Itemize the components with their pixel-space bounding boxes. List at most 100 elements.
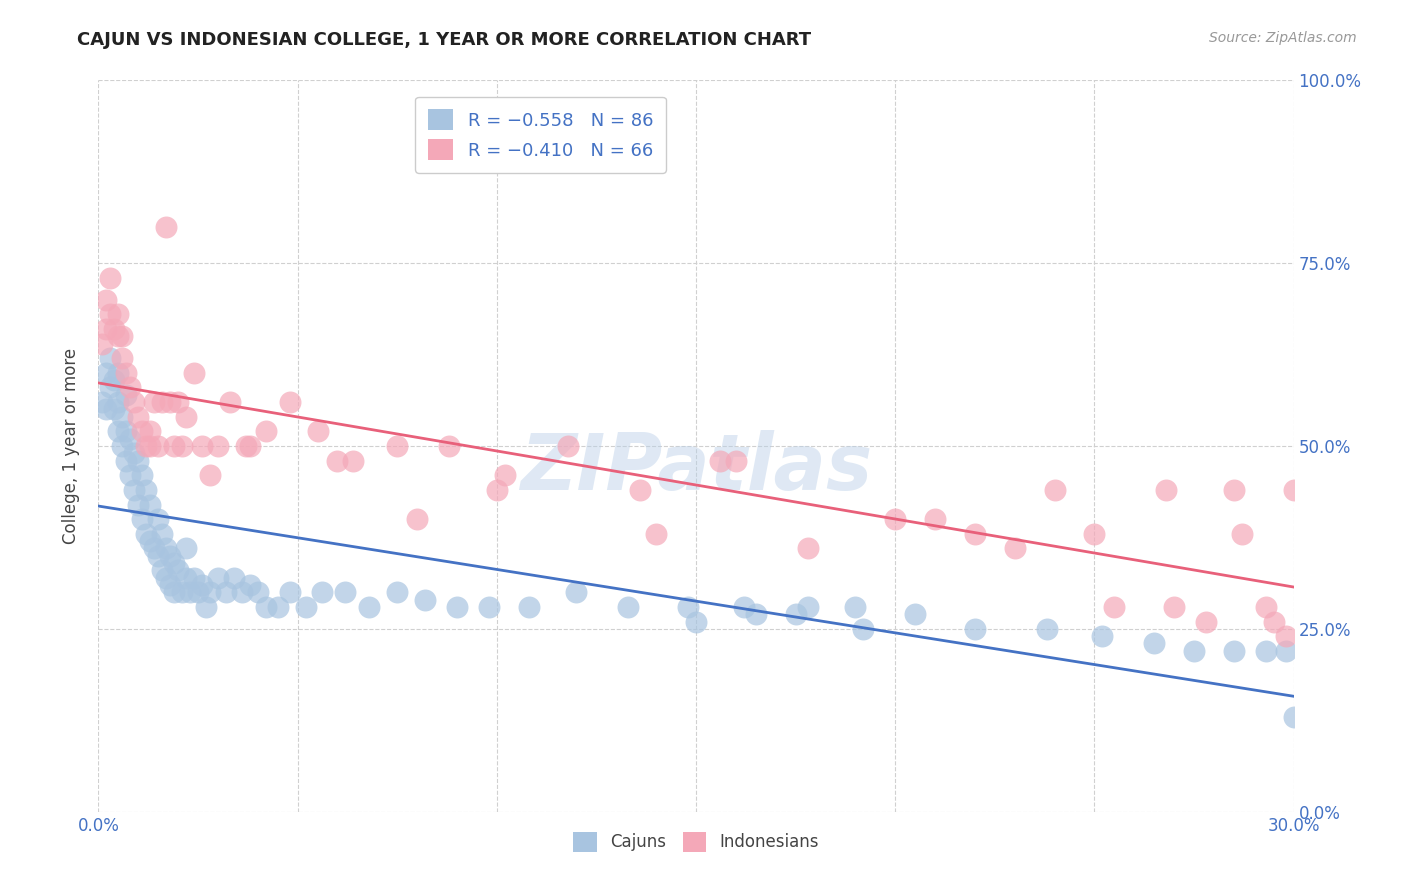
Point	[159, 578, 181, 592]
Y-axis label: College, 1 year or more: College, 1 year or more	[62, 348, 80, 544]
Point	[1274, 644, 1296, 658]
Point	[131, 512, 153, 526]
Point	[98, 380, 122, 394]
Text: ZIPatlas: ZIPatlas	[520, 430, 872, 506]
Point	[617, 599, 640, 614]
Point	[207, 571, 229, 585]
Point	[1274, 629, 1296, 643]
Point	[359, 599, 381, 614]
Point	[111, 439, 134, 453]
Text: Source: ZipAtlas.com: Source: ZipAtlas.com	[1209, 31, 1357, 45]
Point	[724, 453, 747, 467]
Point	[98, 307, 122, 321]
Point	[115, 388, 138, 402]
Point	[198, 468, 221, 483]
Point	[198, 585, 221, 599]
Point	[174, 409, 197, 424]
Point	[103, 373, 125, 387]
Point	[311, 585, 333, 599]
Point	[235, 439, 257, 453]
Point	[115, 366, 138, 380]
Point	[307, 425, 329, 439]
Point	[437, 439, 460, 453]
Point	[385, 439, 409, 453]
Point	[150, 395, 173, 409]
Point	[904, 607, 927, 622]
Point	[1195, 615, 1218, 629]
Point	[143, 541, 166, 556]
Point	[385, 585, 409, 599]
Point	[120, 432, 142, 446]
Point	[278, 395, 301, 409]
Point	[1143, 636, 1166, 650]
Point	[103, 322, 125, 336]
Point	[172, 439, 194, 453]
Point	[107, 425, 129, 439]
Point	[96, 322, 118, 336]
Point	[98, 270, 122, 285]
Point	[246, 585, 269, 599]
Point	[115, 425, 138, 439]
Point	[139, 425, 162, 439]
Point	[1043, 483, 1066, 497]
Point	[796, 541, 818, 556]
Point	[183, 571, 205, 585]
Point	[326, 453, 349, 467]
Point	[294, 599, 316, 614]
Point	[107, 366, 129, 380]
Point	[963, 526, 986, 541]
Point	[628, 483, 651, 497]
Point	[278, 585, 301, 599]
Point	[1182, 644, 1205, 658]
Point	[1104, 599, 1126, 614]
Point	[163, 556, 186, 570]
Point	[685, 615, 707, 629]
Point	[111, 351, 134, 366]
Point	[107, 307, 129, 321]
Point	[494, 468, 516, 483]
Point	[1282, 483, 1305, 497]
Text: CAJUN VS INDONESIAN COLLEGE, 1 YEAR OR MORE CORRELATION CHART: CAJUN VS INDONESIAN COLLEGE, 1 YEAR OR M…	[77, 31, 811, 49]
Point	[852, 622, 875, 636]
Point	[96, 366, 118, 380]
Point	[222, 571, 245, 585]
Point	[172, 585, 194, 599]
Point	[150, 563, 173, 577]
Point	[148, 512, 170, 526]
Point	[167, 563, 190, 577]
Point	[163, 439, 186, 453]
Point	[127, 409, 149, 424]
Point	[733, 599, 755, 614]
Point	[148, 549, 170, 563]
Point	[127, 453, 149, 467]
Point	[267, 599, 290, 614]
Point	[139, 534, 162, 549]
Point	[342, 453, 364, 467]
Point	[174, 571, 197, 585]
Point	[174, 541, 197, 556]
Point	[1230, 526, 1253, 541]
Point	[155, 571, 177, 585]
Point	[150, 526, 173, 541]
Point	[148, 439, 170, 453]
Point	[131, 468, 153, 483]
Point	[191, 578, 214, 592]
Point	[111, 329, 134, 343]
Point	[1282, 709, 1305, 723]
Point	[446, 599, 468, 614]
Point	[1254, 644, 1277, 658]
Point	[187, 585, 209, 599]
Point	[796, 599, 818, 614]
Point	[135, 439, 157, 453]
Point	[159, 549, 181, 563]
Point	[406, 512, 429, 526]
Point	[478, 599, 501, 614]
Point	[1263, 615, 1285, 629]
Point	[120, 468, 142, 483]
Point	[127, 498, 149, 512]
Point	[103, 402, 125, 417]
Point	[91, 395, 114, 409]
Point	[115, 453, 138, 467]
Point	[131, 425, 153, 439]
Point	[155, 219, 177, 234]
